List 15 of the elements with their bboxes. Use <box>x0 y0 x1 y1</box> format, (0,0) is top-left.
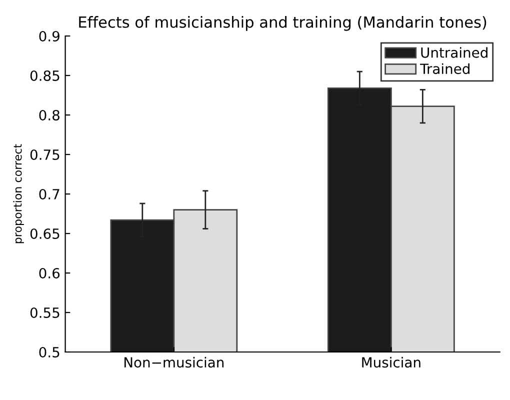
y-tick-label: 0.8 <box>39 110 60 120</box>
y-tick-label: 0.5 <box>39 346 60 358</box>
chart-title: Effects of musicianship and training (Mandarin tones) <box>79 16 486 31</box>
legend-label: Untrained <box>421 47 488 58</box>
y-tick-label: 0.55 <box>30 307 60 318</box>
y-tick-label: 0.75 <box>30 149 60 160</box>
legend-label: Trained <box>420 63 470 74</box>
x-tick-label: Musician <box>362 356 420 368</box>
y-tick-label: 0.65 <box>30 228 60 239</box>
y-tick-label: 0.85 <box>30 70 60 81</box>
y-tick-label: 0.7 <box>39 188 60 200</box>
y-tick-label: 0.6 <box>39 268 60 278</box>
y-axis-title: proportion correct <box>13 144 24 244</box>
y-tick-label: 0.9 <box>39 30 60 42</box>
x-tick-label: Non−musician <box>124 356 224 368</box>
